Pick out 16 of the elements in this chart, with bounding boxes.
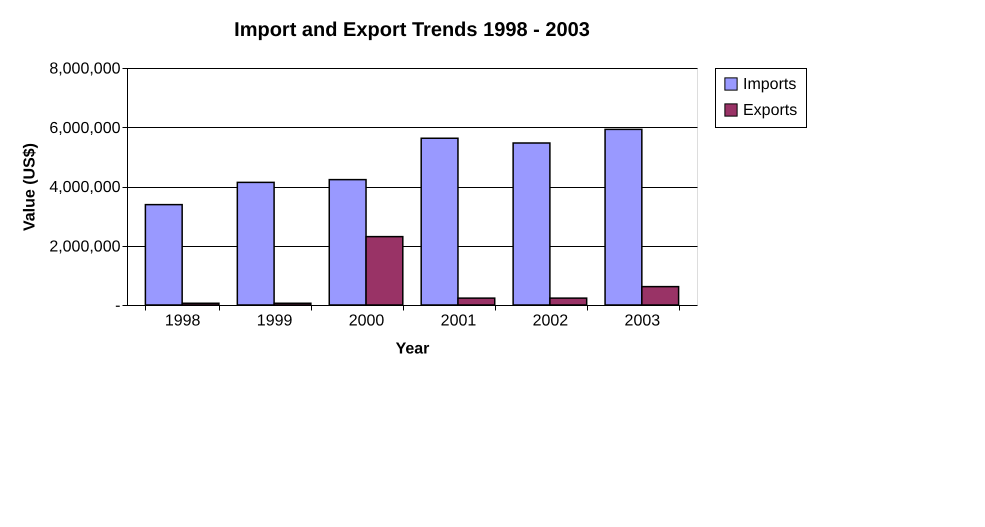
y-tick-label: -: [115, 298, 120, 314]
x-tick-label: 2000: [348, 312, 384, 330]
y-tick-label: 2,000,000: [49, 238, 121, 256]
x-axis-title: Year: [396, 340, 430, 358]
y-axis-title: Value (US$): [21, 142, 38, 232]
y-tick-label: 4,000,000: [49, 179, 121, 196]
y-tick-label: 8,000,000: [49, 60, 121, 78]
x-tick-label: 2002: [532, 312, 568, 330]
legend-label: Imports: [743, 76, 796, 93]
chart-title: Import and Export Trends 1998 - 2003: [234, 19, 590, 41]
x-tick-label: 2001: [440, 312, 476, 330]
y-tick-label: 6,000,000: [49, 120, 121, 137]
legend-label: Exports: [743, 102, 798, 119]
x-tick-label: 1999: [256, 312, 292, 330]
x-tick-label: 1998: [164, 312, 201, 330]
x-tick-label: 2003: [624, 312, 660, 330]
